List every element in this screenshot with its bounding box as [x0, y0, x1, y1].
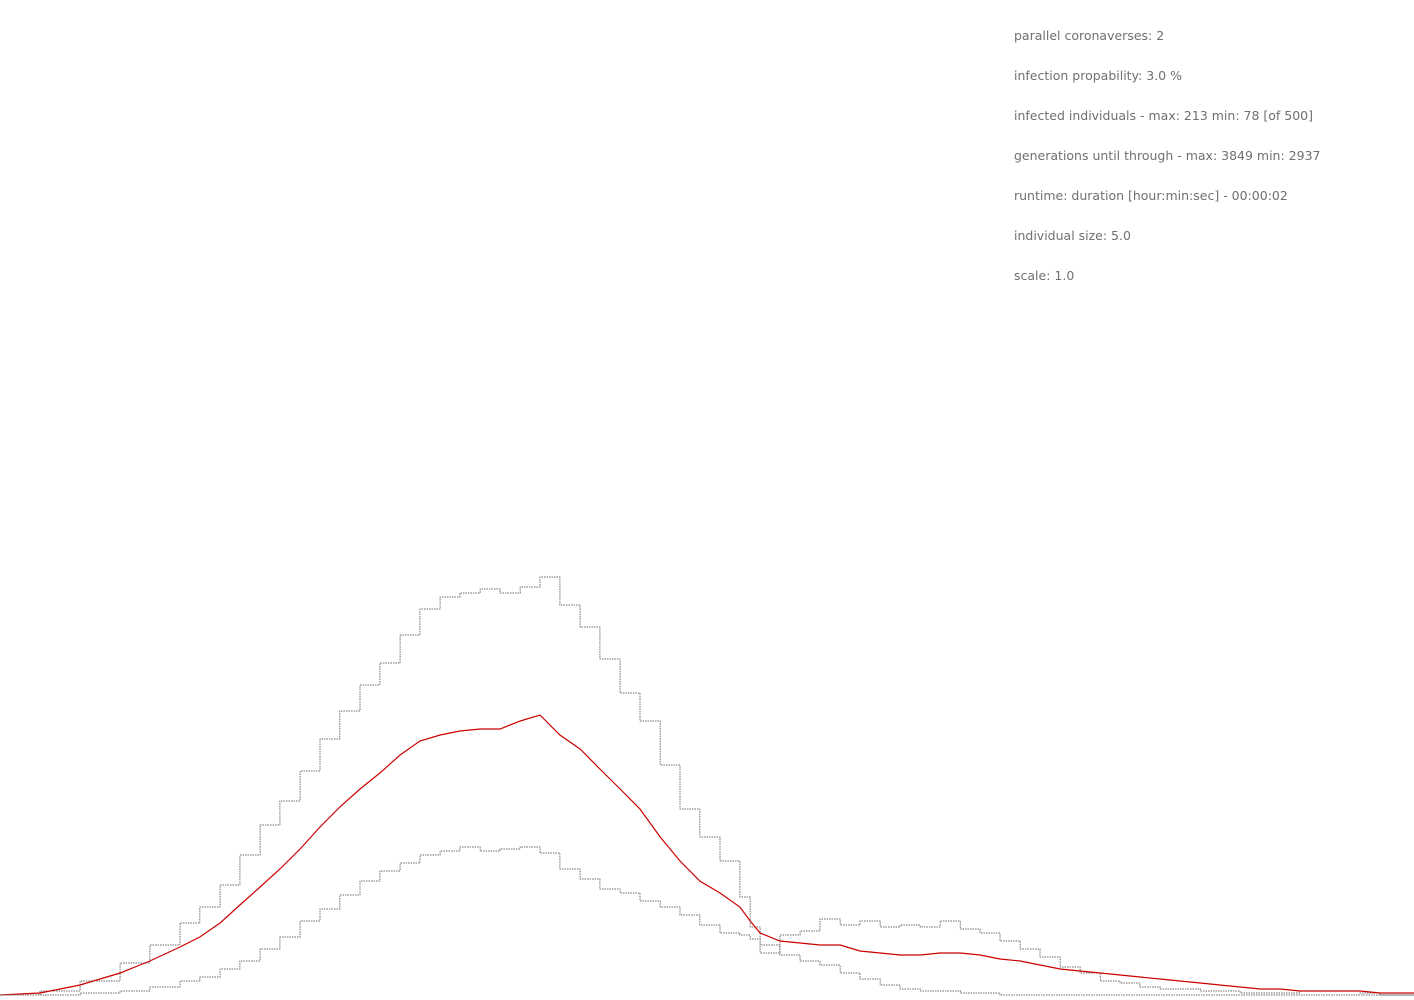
- series-line-max: [0, 576, 1414, 996]
- info-panel: parallel coronaverses: 2 infection propa…: [1014, 28, 1320, 308]
- infected-individuals-text: infected individuals - max: 213 min: 78 …: [1014, 108, 1314, 123]
- infection-probability-text: infection propability: 3.0 %: [1014, 68, 1182, 83]
- individual-size-text: individual size: 5.0: [1014, 228, 1131, 243]
- runtime-text: runtime: duration [hour:min:sec] - 00:00…: [1014, 188, 1288, 203]
- parallel-coronaverses-text: parallel coronaverses: 2: [1014, 28, 1165, 43]
- scale-text: scale: 1.0: [1014, 268, 1075, 283]
- series-line-mean: [0, 714, 1414, 996]
- series-line-min: [0, 846, 1414, 996]
- generations-text: generations until through - max: 3849 mi…: [1014, 148, 1321, 163]
